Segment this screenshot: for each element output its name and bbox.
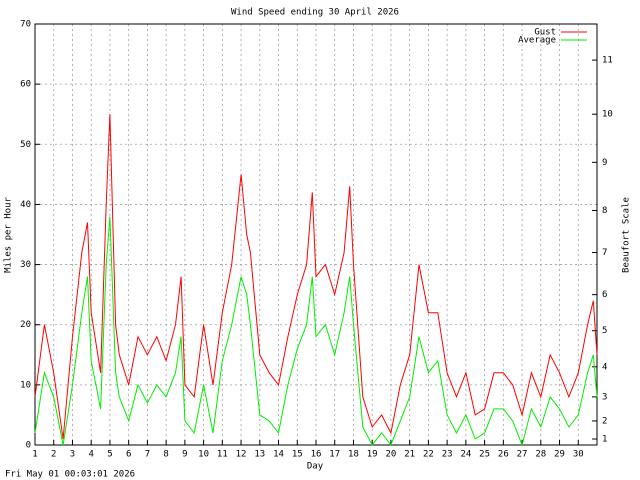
series-line xyxy=(34,114,598,440)
x-tick-label: 19 xyxy=(367,450,378,460)
x-tick-label: 2 xyxy=(51,450,56,460)
plot-frame xyxy=(34,23,598,446)
y2-tick-label: 11 xyxy=(602,56,613,66)
y2-tick-label: 4 xyxy=(602,362,607,372)
x-tick-label: 6 xyxy=(126,450,131,460)
x-tick-label: 27 xyxy=(517,450,528,460)
x-tick-label: 22 xyxy=(423,450,434,460)
x-tick-label: 25 xyxy=(479,450,490,460)
y2-tick-label: 5 xyxy=(602,326,607,336)
x-tick-label: 3 xyxy=(70,450,75,460)
chart-title: Wind Speed ending 30 April 2026 xyxy=(231,8,399,18)
x-tick-label: 4 xyxy=(88,450,93,460)
y2-tick-label: 6 xyxy=(602,290,607,300)
y-tick-label: 20 xyxy=(20,320,31,330)
x-tick-label: 28 xyxy=(535,450,546,460)
x-tick-label: 5 xyxy=(107,450,112,460)
y2-tick-label: 1 xyxy=(602,434,607,444)
x-tick-label: 20 xyxy=(386,450,397,460)
y2-axis-label: Beaufort Scale xyxy=(622,197,632,273)
x-tick-label: 8 xyxy=(163,450,168,460)
x-tick-label: 12 xyxy=(236,450,247,460)
y2-tick-label: 9 xyxy=(602,158,607,168)
footer: Fri May 01 00:03:01 2026 xyxy=(5,470,135,480)
y-tick-label: 60 xyxy=(20,80,31,90)
y-tick-label: 70 xyxy=(20,20,31,30)
x-tick-label: 26 xyxy=(498,450,509,460)
x-tick-label: 30 xyxy=(573,450,584,460)
y-tick-label: 10 xyxy=(20,380,31,390)
x-tick-label: 13 xyxy=(254,450,265,460)
y2-tick-label: 8 xyxy=(602,206,607,216)
x-tick-label: 16 xyxy=(311,450,322,460)
series-line xyxy=(34,216,598,447)
x-tick-label: 17 xyxy=(329,450,340,460)
x-tick-label: 18 xyxy=(348,450,359,460)
x-tick-label: 10 xyxy=(198,450,209,460)
y2-tick-label: 7 xyxy=(602,248,607,258)
x-tick-label: 29 xyxy=(554,450,565,460)
legend-label: Gust xyxy=(534,28,556,38)
y-tick-label: 40 xyxy=(20,200,31,210)
x-axis-label: Day xyxy=(307,462,324,472)
y2-tick-label: 3 xyxy=(602,392,607,402)
legend-label: Average xyxy=(518,36,556,46)
x-tick-label: 11 xyxy=(217,450,228,460)
x-tick-label: 24 xyxy=(460,450,471,460)
y-axis-label: Miles per Hour xyxy=(4,196,14,272)
y2-tick-label: 10 xyxy=(602,110,613,120)
y-tick-label: 50 xyxy=(20,140,31,150)
x-tick-label: 7 xyxy=(145,450,150,460)
y-tick-label: 30 xyxy=(20,260,31,270)
x-tick-label: 23 xyxy=(442,450,453,460)
x-tick-label: 14 xyxy=(273,450,284,460)
x-tick-label: 15 xyxy=(292,450,303,460)
x-tick-label: 9 xyxy=(182,450,187,460)
y2-tick-label: 2 xyxy=(602,416,607,426)
x-tick-label: 1 xyxy=(32,450,37,460)
y-tick-label: 0 xyxy=(26,441,31,451)
x-tick-label: 21 xyxy=(404,450,415,460)
